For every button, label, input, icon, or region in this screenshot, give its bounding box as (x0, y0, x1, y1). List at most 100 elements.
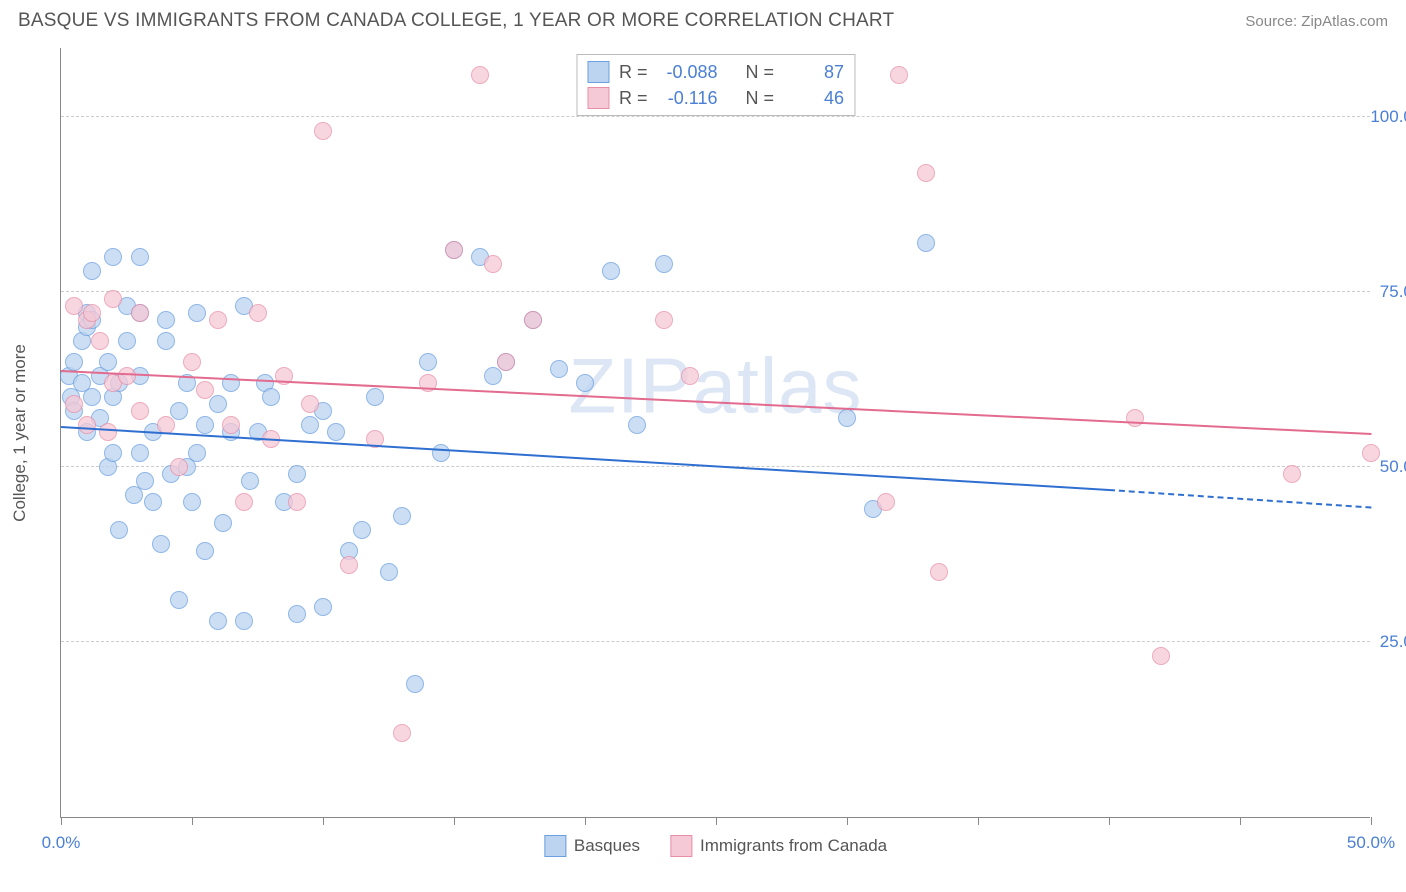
x-tick (192, 817, 193, 825)
gridline (61, 641, 1370, 642)
data-point (104, 444, 122, 462)
data-point (104, 248, 122, 266)
data-point (110, 521, 128, 539)
data-point (471, 66, 489, 84)
data-point (288, 493, 306, 511)
data-point (196, 416, 214, 434)
data-point (655, 255, 673, 273)
scatter-plot: ZIPatlas R = -0.088 N = 87 R = -0.116 N … (60, 48, 1370, 818)
x-tick-label: 50.0% (1347, 833, 1395, 853)
data-point (1283, 465, 1301, 483)
legend-swatch-canada (587, 87, 609, 109)
data-point (196, 542, 214, 560)
data-point (152, 535, 170, 553)
data-point (183, 353, 201, 371)
data-point (628, 416, 646, 434)
x-tick (1109, 817, 1110, 825)
y-tick-label: 50.0% (1380, 457, 1406, 477)
data-point (118, 367, 136, 385)
data-point (83, 304, 101, 322)
data-point (188, 304, 206, 322)
legend-swatch-icon (670, 835, 692, 857)
data-point (366, 388, 384, 406)
data-point (393, 724, 411, 742)
chart-title: BASQUE VS IMMIGRANTS FROM CANADA COLLEGE… (18, 10, 894, 32)
data-point (214, 514, 232, 532)
data-point (170, 402, 188, 420)
data-point (380, 563, 398, 581)
legend-swatch-basques (587, 61, 609, 83)
data-point (170, 591, 188, 609)
trend-line (61, 426, 1109, 491)
gridline (61, 291, 1370, 292)
data-point (249, 304, 267, 322)
x-tick (454, 817, 455, 825)
data-point (314, 122, 332, 140)
data-point (930, 563, 948, 581)
data-point (419, 353, 437, 371)
data-point (327, 423, 345, 441)
data-point (188, 444, 206, 462)
data-point (78, 416, 96, 434)
data-point (144, 493, 162, 511)
legend-swatch-icon (544, 835, 566, 857)
data-point (99, 353, 117, 371)
correlation-legend: R = -0.088 N = 87 R = -0.116 N = 46 (576, 54, 855, 116)
x-tick (61, 817, 62, 825)
data-point (353, 521, 371, 539)
x-tick (323, 817, 324, 825)
data-point (1362, 444, 1380, 462)
data-point (288, 465, 306, 483)
data-point (209, 311, 227, 329)
data-point (209, 395, 227, 413)
data-point (183, 493, 201, 511)
data-point (877, 493, 895, 511)
data-point (235, 612, 253, 630)
x-tick (1240, 817, 1241, 825)
chart-header: BASQUE VS IMMIGRANTS FROM CANADA COLLEGE… (0, 0, 1406, 38)
data-point (484, 255, 502, 273)
data-point (445, 241, 463, 259)
data-point (136, 472, 154, 490)
source-attribution: Source: ZipAtlas.com (1245, 13, 1388, 30)
data-point (890, 66, 908, 84)
data-point (209, 612, 227, 630)
data-point (235, 493, 253, 511)
data-point (131, 402, 149, 420)
data-point (241, 472, 259, 490)
data-point (432, 444, 450, 462)
data-point (131, 248, 149, 266)
data-point (406, 675, 424, 693)
data-point (262, 388, 280, 406)
data-point (497, 353, 515, 371)
data-point (301, 416, 319, 434)
watermark-text: ZIPatlas (568, 341, 862, 432)
data-point (83, 262, 101, 280)
data-point (917, 164, 935, 182)
data-point (222, 416, 240, 434)
chart-container: College, 1 year or more ZIPatlas R = -0.… (48, 48, 1388, 818)
trend-line (1109, 489, 1371, 508)
data-point (681, 367, 699, 385)
data-point (157, 311, 175, 329)
data-point (1152, 647, 1170, 665)
x-tick (978, 817, 979, 825)
data-point (99, 423, 117, 441)
data-point (288, 605, 306, 623)
legend-item-basques: Basques (544, 835, 640, 857)
data-point (524, 311, 542, 329)
legend-item-canada: Immigrants from Canada (670, 835, 887, 857)
data-point (1126, 409, 1144, 427)
data-point (131, 444, 149, 462)
data-point (170, 458, 188, 476)
data-point (340, 556, 358, 574)
data-point (576, 374, 594, 392)
data-point (65, 353, 83, 371)
data-point (131, 304, 149, 322)
data-point (917, 234, 935, 252)
data-point (838, 409, 856, 427)
x-tick (716, 817, 717, 825)
data-point (484, 367, 502, 385)
x-tick (585, 817, 586, 825)
x-tick (847, 817, 848, 825)
